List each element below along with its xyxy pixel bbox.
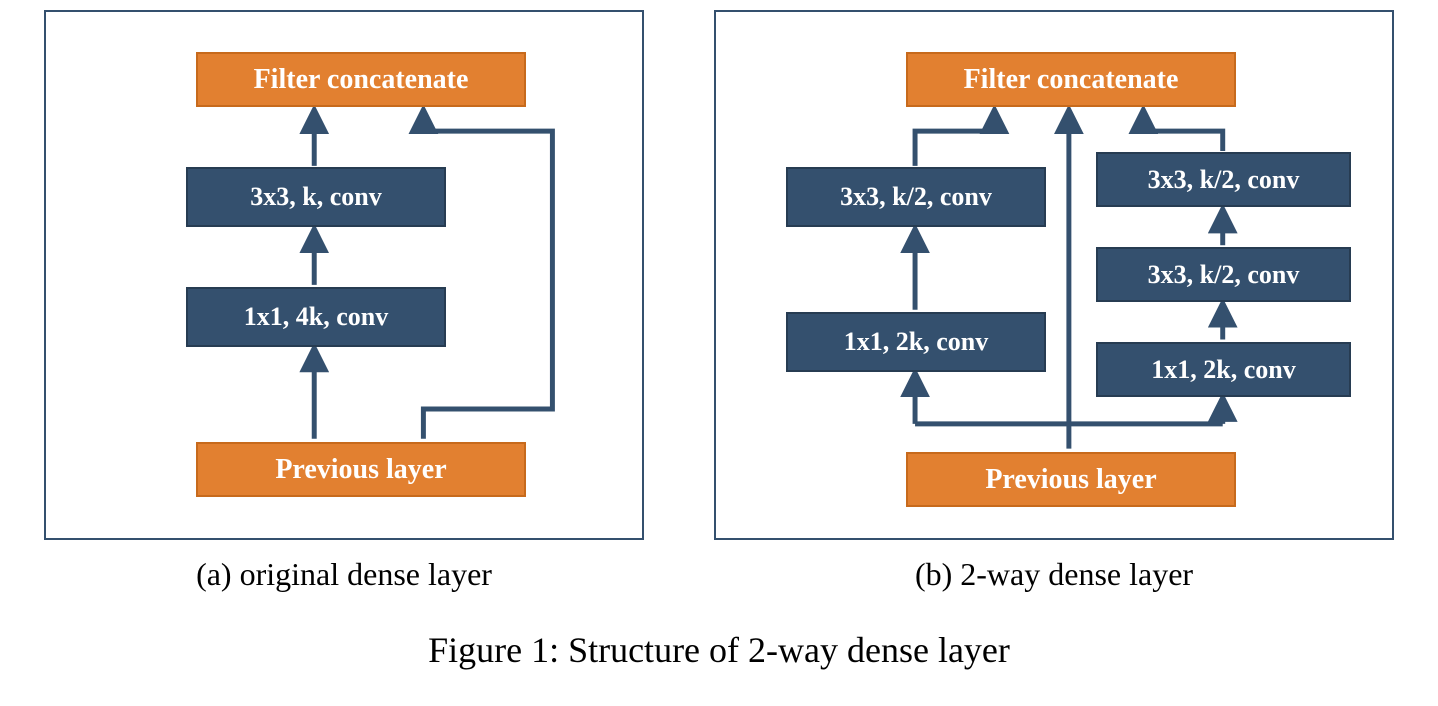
box-label: 3x3, k, conv [250, 182, 381, 212]
panel-b-caption: (b) 2-way dense layer [915, 556, 1193, 593]
box-label: 3x3, k/2, conv [1148, 260, 1300, 290]
box-left-conv-3x3: 3x3, k/2, conv [786, 167, 1046, 227]
box-label: 3x3, k/2, conv [840, 182, 992, 212]
box-label: 1x1, 4k, conv [244, 302, 388, 332]
figure-container: Filter concatenate 3x3, k, conv 1x1, 4k,… [0, 0, 1438, 671]
box-filter-concat-a: Filter concatenate [196, 52, 526, 107]
panel-a-wrapper: Filter concatenate 3x3, k, conv 1x1, 4k,… [44, 10, 644, 593]
panel-b: Filter concatenate 3x3, k/2, conv 1x1, 2… [714, 10, 1394, 540]
panel-a: Filter concatenate 3x3, k, conv 1x1, 4k,… [44, 10, 644, 540]
box-previous-layer-b: Previous layer [906, 452, 1236, 507]
panel-a-caption: (a) original dense layer [196, 556, 492, 593]
box-conv-3x3-a: 3x3, k, conv [186, 167, 446, 227]
box-right-conv-3x3-top: 3x3, k/2, conv [1096, 152, 1351, 207]
figure-caption: Figure 1: Structure of 2-way dense layer [428, 629, 1010, 671]
box-filter-concat-b: Filter concatenate [906, 52, 1236, 107]
panel-b-wrapper: Filter concatenate 3x3, k/2, conv 1x1, 2… [714, 10, 1394, 593]
box-label: Filter concatenate [964, 64, 1179, 96]
box-label: 3x3, k/2, conv [1148, 165, 1300, 195]
box-right-conv-1x1: 1x1, 2k, conv [1096, 342, 1351, 397]
box-label: Filter concatenate [254, 64, 469, 96]
box-left-conv-1x1: 1x1, 2k, conv [786, 312, 1046, 372]
panels-row: Filter concatenate 3x3, k, conv 1x1, 4k,… [44, 0, 1394, 593]
box-label: 1x1, 2k, conv [1151, 355, 1295, 385]
box-conv-1x1-a: 1x1, 4k, conv [186, 287, 446, 347]
box-label: 1x1, 2k, conv [844, 327, 988, 357]
box-label: Previous layer [985, 464, 1156, 496]
box-right-conv-3x3-mid: 3x3, k/2, conv [1096, 247, 1351, 302]
box-previous-layer-a: Previous layer [196, 442, 526, 497]
box-label: Previous layer [275, 454, 446, 486]
